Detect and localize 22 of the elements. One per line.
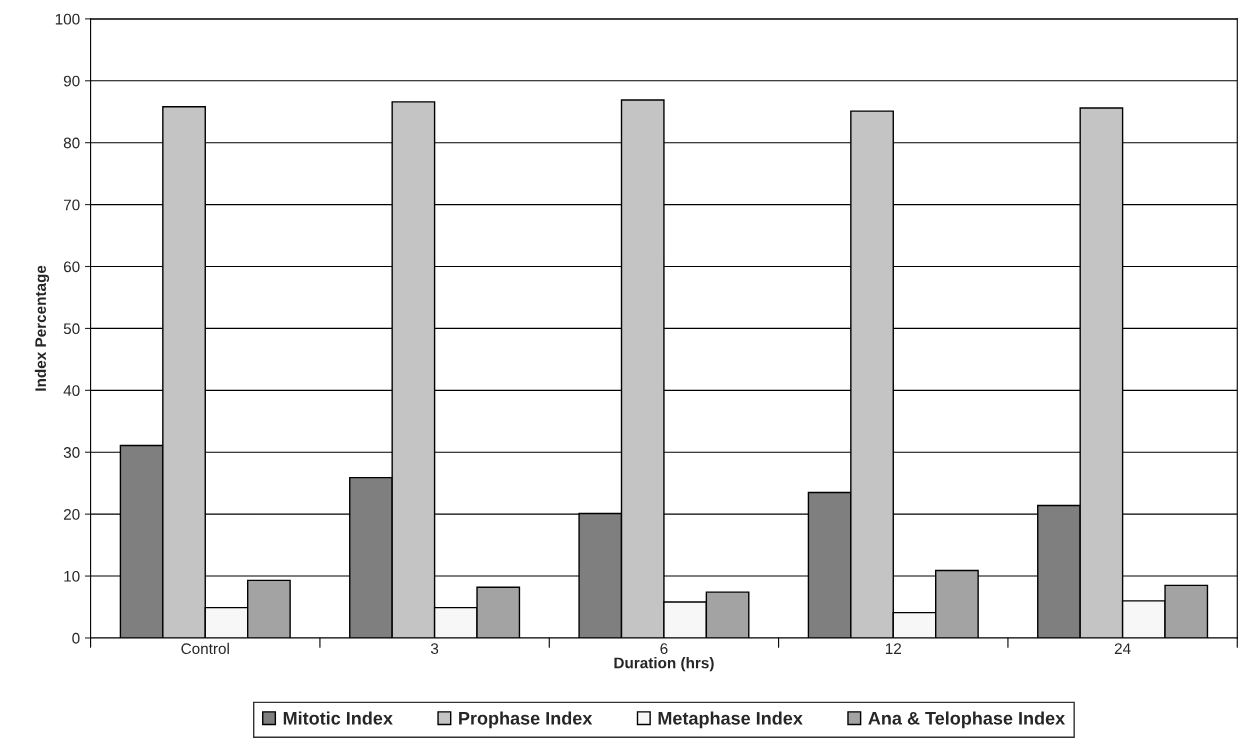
legend-label: Prophase Index — [459, 711, 593, 729]
x-tick-label: 3 — [430, 643, 439, 655]
y-axis-title: Index Percentage — [34, 265, 50, 391]
legend-label: Mitotic Index — [283, 711, 393, 725]
x-tick-label: 6 — [660, 643, 668, 655]
y-tick-label: 80 — [63, 137, 80, 149]
y-tick-label: 50 — [63, 323, 80, 335]
y-tick-label: 90 — [63, 75, 80, 87]
legend-label: Ana & Telophase Index — [868, 711, 1066, 729]
x-tick-label: 12 — [885, 643, 901, 654]
x-axis-title: Duration (hrs) — [614, 657, 714, 672]
y-tick-label: 0 — [72, 632, 80, 644]
y-tick-label: 10 — [64, 570, 80, 582]
x-tick-label: 24 — [1114, 643, 1131, 654]
y-tick-label: 60 — [63, 261, 80, 273]
y-tick-label: 20 — [63, 509, 80, 520]
y-tick-label: 30 — [63, 447, 80, 458]
y-tick-label: 70 — [63, 199, 80, 211]
y-tick-label: 40 — [63, 385, 80, 397]
y-tick-label: 100 — [55, 13, 80, 25]
legend-label: Metaphase Index — [658, 711, 803, 729]
x-tick-label: Control — [181, 642, 229, 655]
